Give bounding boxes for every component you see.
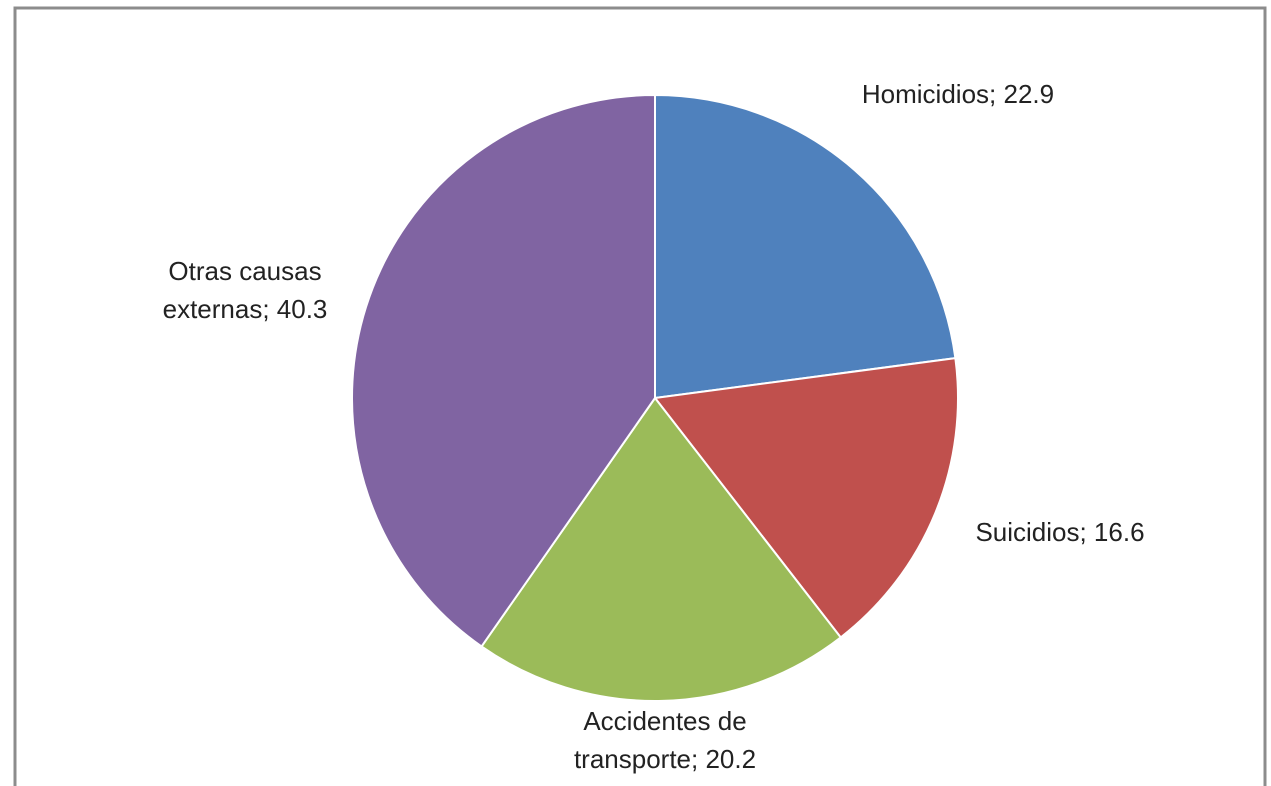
data-label: Suicidios; 16.6 bbox=[975, 517, 1145, 547]
pie-slice bbox=[653, 357, 959, 639]
pie bbox=[351, 93, 959, 702]
pie-slice bbox=[654, 93, 957, 400]
pie-slice bbox=[351, 93, 656, 648]
data-label: Otras causas externas; 40.3 bbox=[162, 256, 328, 324]
data-label: Homicidios; 22.9 bbox=[861, 79, 1055, 109]
chart-frame bbox=[13, 6, 1267, 786]
data-label: Accidentes de transporte; 20.2 bbox=[573, 706, 757, 774]
pie-slice bbox=[480, 396, 843, 702]
